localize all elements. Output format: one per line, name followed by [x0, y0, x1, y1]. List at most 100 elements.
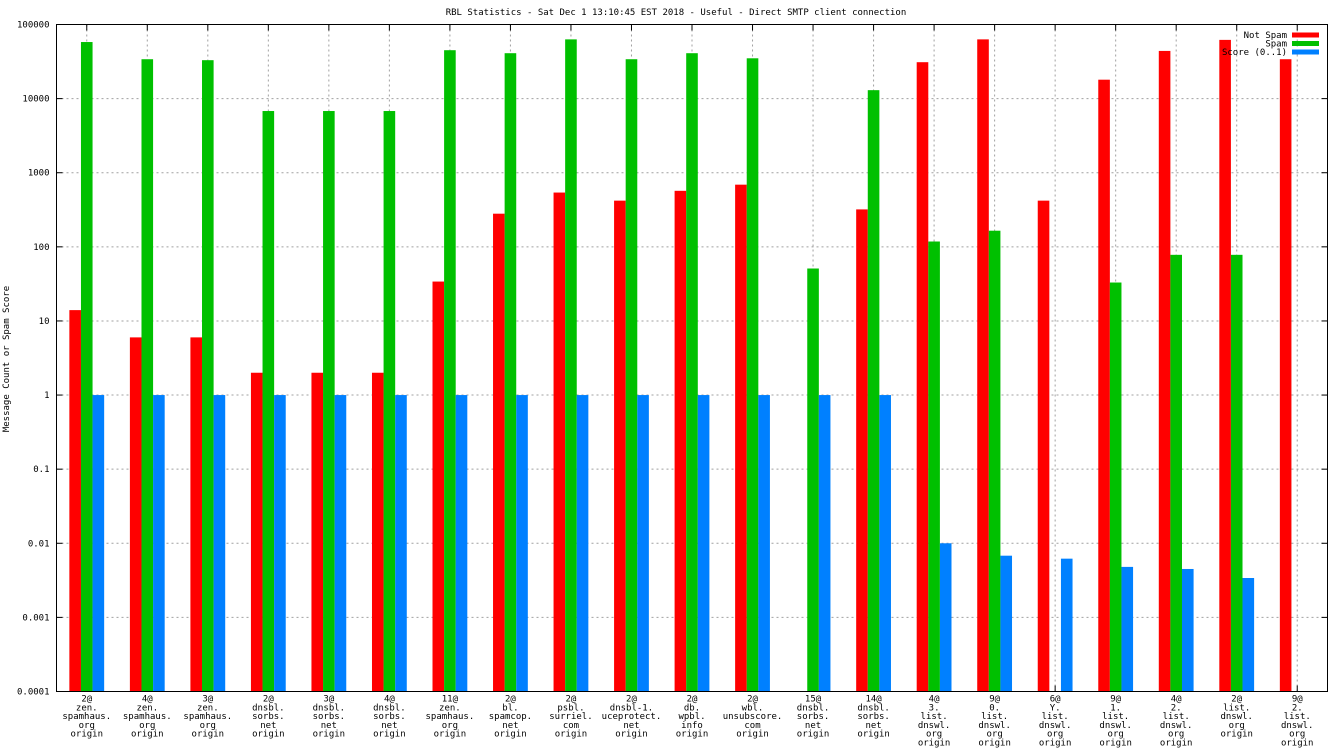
x-tick-label-line: org [1229, 721, 1245, 731]
plot-border [56, 24, 1328, 692]
x-tick-label-line: 11@ [442, 695, 459, 705]
x-tick-label: 4@ zen. spamhaus. org origin [123, 695, 172, 740]
y-tick-label: 0.001 [22, 613, 49, 623]
bar-spam [928, 241, 940, 692]
bar-score-0-1 [455, 395, 468, 692]
x-tick-label: 2@ wbl. unsubscore. com origin [723, 695, 783, 740]
bar-spam [1230, 254, 1243, 692]
x-tick-label-line: zen. [76, 703, 98, 713]
x-tick-label: 9@ 1. list. dnswl. org origin [1099, 695, 1132, 749]
bar-spam [504, 53, 517, 692]
y-tick-label: 100 [33, 243, 49, 253]
x-tick-label-line: origin [71, 730, 104, 740]
x-tick-label-line: 2@ [81, 695, 92, 705]
x-tick-label-line: zen. [136, 703, 158, 713]
x-tick-label-line: 3@ [323, 695, 334, 705]
x-tick-label-line: 9@ [989, 695, 1000, 705]
x-tick-label-line: org [926, 730, 942, 740]
bar-score-0-1 [1242, 578, 1255, 692]
legend-label: Score (0..1) [1222, 48, 1287, 58]
x-tick-label-line: 4@ [929, 695, 940, 705]
x-tick-label-line: origin [555, 730, 588, 740]
x-tick-label-line: origin [857, 730, 890, 740]
x-tick-label-line: list. [921, 712, 948, 722]
x-tick-label-line: dnswl. [1281, 721, 1314, 731]
x-tick-label-line: origin [1039, 739, 1072, 749]
x-tick-label-line: uceprotect. [602, 712, 662, 722]
x-tick-label-line: net [381, 721, 397, 731]
x-tick-label-line: origin [1220, 730, 1253, 740]
bar-spam [262, 111, 275, 692]
x-tick-label: 11@ zen. spamhaus. org origin [426, 695, 475, 740]
x-tick-label-line: dnswl. [918, 721, 951, 731]
bar-spam [444, 50, 456, 692]
bar-spam [323, 111, 335, 692]
x-tick-label-line: spamcop. [489, 712, 532, 722]
x-tick-label-line: origin [736, 730, 769, 740]
x-tick-label-line: dnswl. [1160, 721, 1193, 731]
x-tick-label: 9@ 2. list. dnswl. org origin [1281, 695, 1314, 749]
x-tick-label-line: net [502, 721, 518, 731]
x-tick-label-line: org [79, 721, 95, 731]
x-tick-label-line: org [442, 721, 458, 731]
x-tick-label-line: com [744, 721, 760, 731]
bar-not-spam [1158, 50, 1171, 692]
x-tick-label-line: 1. [1110, 703, 1121, 713]
x-tick-label-line: 9@ [1292, 695, 1303, 705]
bar-score-0-1 [213, 395, 226, 692]
legend-label: Spam [1265, 40, 1287, 50]
x-tick-label-line: sorbs. [252, 712, 285, 722]
bar-score-0-1 [1000, 555, 1013, 692]
bar-spam [383, 111, 396, 692]
x-tick-label-line: 2@ [505, 695, 516, 705]
x-tick-label-line: net [623, 721, 639, 731]
bar-not-spam [190, 337, 203, 692]
x-tick-label: 14@ dnsbl. sorbs. net origin [857, 695, 890, 740]
x-tick-label-line: origin [373, 730, 406, 740]
x-tick-label-line: dnswl. [1220, 712, 1253, 722]
x-tick-label-line: unsubscore. [723, 712, 783, 722]
x-tick-label-line: dnsbl-1. [610, 703, 653, 713]
x-tick-label: 2@ bl. spamcop. net origin [489, 695, 532, 740]
bar-not-spam [1098, 79, 1110, 692]
x-tick-label-line: surriel. [549, 712, 592, 722]
y-tick-label: 1 [44, 391, 49, 401]
x-tick-label-line: origin [676, 730, 709, 740]
bar-spam [141, 59, 154, 692]
x-tick-label-line: 14@ [865, 695, 882, 705]
x-tick-label-line: origin [1099, 739, 1132, 749]
x-tick-label-line: dnswl. [1099, 721, 1132, 731]
x-tick-label-line: org [1289, 730, 1305, 740]
bar-spam [1109, 282, 1122, 692]
x-tick-label-line: 2@ [1231, 695, 1242, 705]
x-tick-label-line: origin [1160, 739, 1193, 749]
x-tick-label-line: 0. [989, 703, 1000, 713]
x-tick-label-line: org [1168, 730, 1184, 740]
x-tick-label-line: origin [434, 730, 467, 740]
x-tick-label-line: Y. [1050, 703, 1061, 713]
x-tick-label-line: origin [313, 730, 346, 740]
bar-spam [867, 90, 880, 692]
y-tick-label: 0.1 [33, 465, 49, 475]
x-tick-label-line: org [200, 721, 216, 731]
bar-spam [80, 42, 93, 692]
x-tick-label-line: zen. [439, 703, 461, 713]
bars [69, 39, 1292, 692]
bar-score-0-1 [1121, 566, 1134, 692]
bar-score-0-1 [1181, 568, 1194, 692]
x-tick-label-line: 4@ [384, 695, 395, 705]
bar-not-spam [129, 337, 142, 692]
x-tick-label-line: net [865, 721, 881, 731]
x-tick-label-line: net [260, 721, 276, 731]
x-tick-label-line: sorbs. [373, 712, 406, 722]
x-tick-label-line: net [321, 721, 337, 731]
x-tick-label-line: list. [1102, 712, 1129, 722]
x-tick-label-line: net [805, 721, 821, 731]
bar-score-0-1 [818, 395, 831, 692]
bar-not-spam [856, 209, 868, 692]
bar-not-spam [250, 372, 263, 692]
x-tick-label-line: 6@ [1050, 695, 1061, 705]
